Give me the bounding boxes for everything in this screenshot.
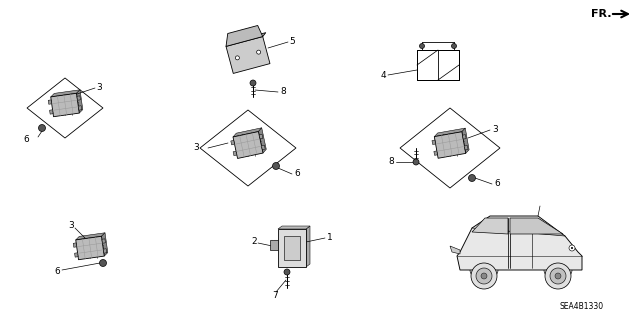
- Circle shape: [545, 263, 571, 289]
- FancyBboxPatch shape: [49, 110, 53, 114]
- Polygon shape: [226, 33, 266, 46]
- FancyBboxPatch shape: [259, 134, 263, 139]
- FancyBboxPatch shape: [78, 106, 82, 110]
- Circle shape: [250, 80, 256, 86]
- Text: 3: 3: [193, 144, 199, 152]
- FancyBboxPatch shape: [103, 249, 107, 253]
- Circle shape: [451, 43, 456, 48]
- FancyBboxPatch shape: [226, 37, 270, 73]
- Polygon shape: [77, 90, 83, 113]
- Polygon shape: [70, 94, 74, 114]
- Polygon shape: [450, 246, 460, 254]
- Polygon shape: [252, 133, 257, 154]
- FancyBboxPatch shape: [463, 135, 466, 139]
- Polygon shape: [52, 107, 79, 111]
- Text: 3: 3: [68, 221, 74, 231]
- Text: 7: 7: [272, 291, 278, 300]
- Circle shape: [555, 273, 561, 279]
- Polygon shape: [457, 216, 582, 270]
- Polygon shape: [76, 233, 105, 240]
- Polygon shape: [95, 237, 99, 257]
- FancyBboxPatch shape: [48, 100, 52, 104]
- Polygon shape: [57, 96, 60, 116]
- Circle shape: [471, 263, 497, 289]
- Polygon shape: [448, 134, 452, 156]
- FancyBboxPatch shape: [233, 151, 237, 156]
- Polygon shape: [472, 218, 508, 234]
- Polygon shape: [102, 233, 108, 256]
- FancyBboxPatch shape: [102, 239, 106, 243]
- Circle shape: [419, 43, 424, 48]
- FancyBboxPatch shape: [262, 145, 265, 150]
- Polygon shape: [441, 135, 445, 157]
- Circle shape: [550, 268, 566, 284]
- Text: 4: 4: [380, 70, 386, 79]
- Polygon shape: [462, 128, 469, 153]
- Polygon shape: [278, 226, 310, 229]
- Text: 6: 6: [23, 136, 29, 145]
- Text: 3: 3: [492, 125, 498, 135]
- Polygon shape: [455, 133, 460, 155]
- Circle shape: [571, 247, 573, 249]
- Text: 6: 6: [54, 268, 60, 277]
- Circle shape: [476, 268, 492, 284]
- Polygon shape: [239, 136, 244, 157]
- Polygon shape: [77, 243, 102, 247]
- Text: 1: 1: [327, 234, 333, 242]
- FancyBboxPatch shape: [432, 140, 436, 145]
- Text: SEA4B1330: SEA4B1330: [560, 302, 604, 311]
- FancyBboxPatch shape: [76, 236, 104, 260]
- Circle shape: [273, 162, 280, 169]
- Polygon shape: [226, 26, 263, 46]
- Polygon shape: [246, 134, 251, 156]
- Circle shape: [236, 56, 239, 60]
- Circle shape: [413, 159, 419, 165]
- Polygon shape: [435, 128, 465, 137]
- Circle shape: [468, 174, 476, 182]
- Text: 8: 8: [280, 87, 285, 97]
- FancyBboxPatch shape: [75, 253, 78, 257]
- FancyBboxPatch shape: [278, 229, 306, 267]
- FancyBboxPatch shape: [434, 151, 438, 155]
- Polygon shape: [306, 226, 310, 267]
- Circle shape: [569, 245, 575, 251]
- Polygon shape: [234, 139, 260, 145]
- Text: 6: 6: [294, 169, 300, 179]
- Text: 6: 6: [494, 180, 500, 189]
- Text: 8: 8: [388, 158, 394, 167]
- Polygon shape: [82, 239, 86, 259]
- Circle shape: [257, 50, 260, 54]
- Circle shape: [99, 259, 106, 266]
- FancyBboxPatch shape: [270, 240, 278, 250]
- FancyBboxPatch shape: [73, 243, 77, 247]
- FancyBboxPatch shape: [233, 131, 263, 159]
- Polygon shape: [63, 95, 67, 115]
- Polygon shape: [88, 238, 92, 258]
- Polygon shape: [236, 146, 262, 152]
- Polygon shape: [51, 90, 80, 97]
- Polygon shape: [510, 218, 563, 234]
- FancyBboxPatch shape: [435, 132, 466, 158]
- FancyBboxPatch shape: [77, 96, 81, 100]
- FancyBboxPatch shape: [465, 145, 468, 150]
- Text: 3: 3: [96, 84, 102, 93]
- Polygon shape: [259, 128, 266, 153]
- Text: 5: 5: [289, 38, 295, 47]
- Polygon shape: [233, 128, 262, 137]
- Polygon shape: [52, 100, 77, 104]
- Text: 2: 2: [252, 238, 257, 247]
- Circle shape: [284, 269, 290, 275]
- Polygon shape: [77, 249, 104, 254]
- Text: FR.: FR.: [591, 9, 611, 19]
- FancyBboxPatch shape: [231, 140, 234, 145]
- Circle shape: [38, 124, 45, 131]
- Polygon shape: [436, 139, 463, 144]
- Circle shape: [481, 273, 487, 279]
- Polygon shape: [437, 146, 465, 152]
- FancyBboxPatch shape: [284, 236, 300, 260]
- FancyBboxPatch shape: [51, 93, 79, 117]
